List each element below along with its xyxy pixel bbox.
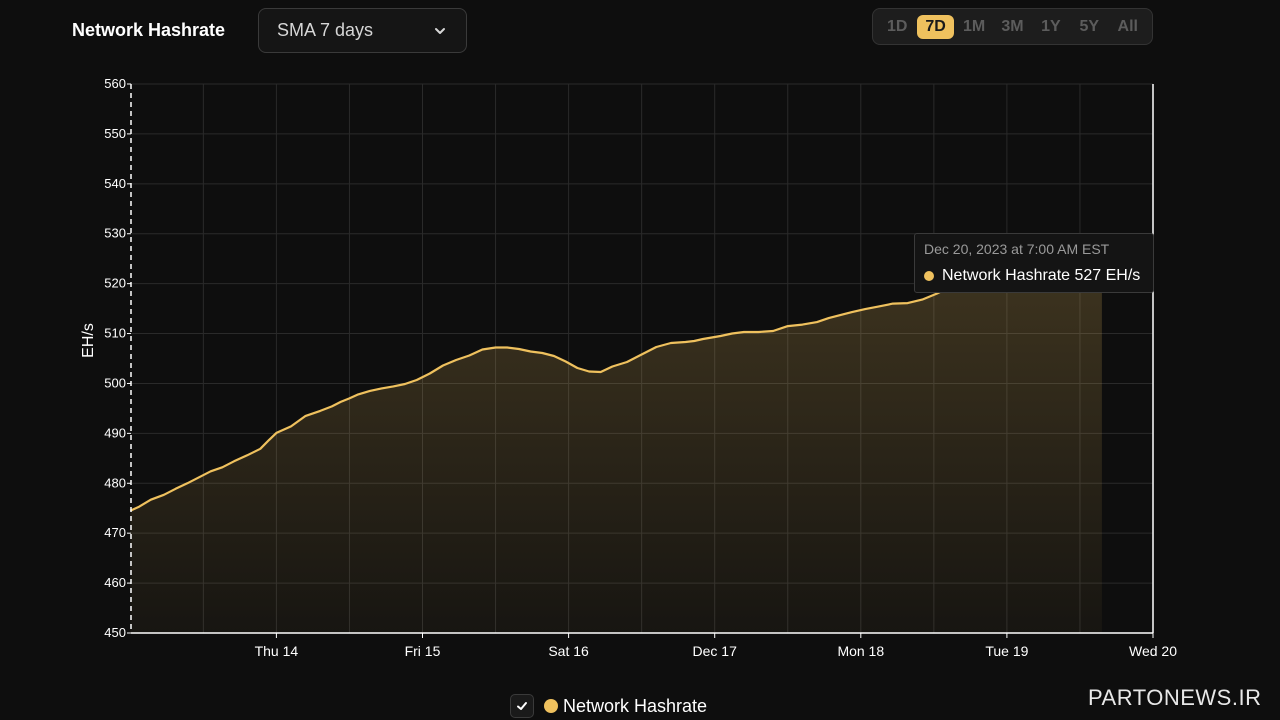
chart-tooltip: Dec 20, 2023 at 7:00 AM EST Network Hash… — [914, 233, 1154, 293]
range-1d-button[interactable]: 1D — [886, 17, 908, 35]
y-tick-label: 500 — [104, 375, 126, 390]
y-tick-label: 560 — [104, 76, 126, 91]
y-tick-label: 520 — [104, 276, 126, 291]
tooltip-row: Network Hashrate 527 EH/s — [924, 267, 1144, 285]
x-tick-label: Thu 14 — [255, 643, 299, 659]
select-value: SMA 7 days — [277, 20, 374, 40]
site-watermark: PARTONEWS.IR — [1088, 685, 1262, 710]
legend-toggle-checkbox[interactable] — [510, 694, 534, 718]
y-tick-label: 550 — [104, 126, 126, 141]
series-area-network-hashrate — [130, 248, 1102, 633]
tooltip-date: Dec 20, 2023 at 7:00 AM EST — [924, 241, 1110, 257]
legend-label: Network Hashrate — [563, 695, 708, 716]
y-axis-title: EH/s — [80, 323, 97, 358]
y-tick-label: 540 — [104, 176, 126, 191]
x-tick-label: Fri 15 — [405, 643, 441, 659]
y-tick-label: 450 — [104, 625, 126, 640]
chevron-down-icon — [435, 27, 445, 34]
sma-period-select[interactable]: SMA 7 days — [258, 8, 467, 53]
y-tick-label: 490 — [104, 425, 126, 440]
chart-legend: Network Hashrate — [510, 693, 707, 719]
range-1m-button[interactable]: 1M — [962, 17, 986, 35]
time-range-selector: 1D 7D 1M 3M 1Y 5Y All — [872, 8, 1153, 45]
chart-title: Network Hashrate — [72, 20, 226, 40]
y-tick-label: 470 — [104, 525, 126, 540]
y-tick-label: 530 — [104, 226, 126, 241]
x-tick-label: Wed 20 — [1129, 643, 1177, 659]
range-3m-button[interactable]: 3M — [1001, 17, 1024, 35]
range-all-button[interactable]: All — [1117, 17, 1138, 35]
x-tick-label: Mon 18 — [837, 643, 884, 659]
x-tick-label: Sat 16 — [548, 643, 589, 659]
x-tick-label: Tue 19 — [985, 643, 1028, 659]
legend-color-dot — [544, 699, 558, 713]
tooltip-value: Network Hashrate 527 EH/s — [942, 267, 1141, 284]
y-tick-label: 480 — [104, 475, 126, 490]
series-color-dot — [924, 271, 934, 281]
y-tick-label: 460 — [104, 575, 126, 590]
range-5y-button[interactable]: 5Y — [1079, 17, 1100, 35]
y-tick-label: 510 — [104, 326, 126, 341]
checkmark-icon — [517, 702, 527, 710]
range-7d-button[interactable]: 7D — [917, 14, 954, 39]
range-1y-button[interactable]: 1Y — [1041, 17, 1061, 35]
x-tick-label: Dec 17 — [693, 643, 738, 659]
